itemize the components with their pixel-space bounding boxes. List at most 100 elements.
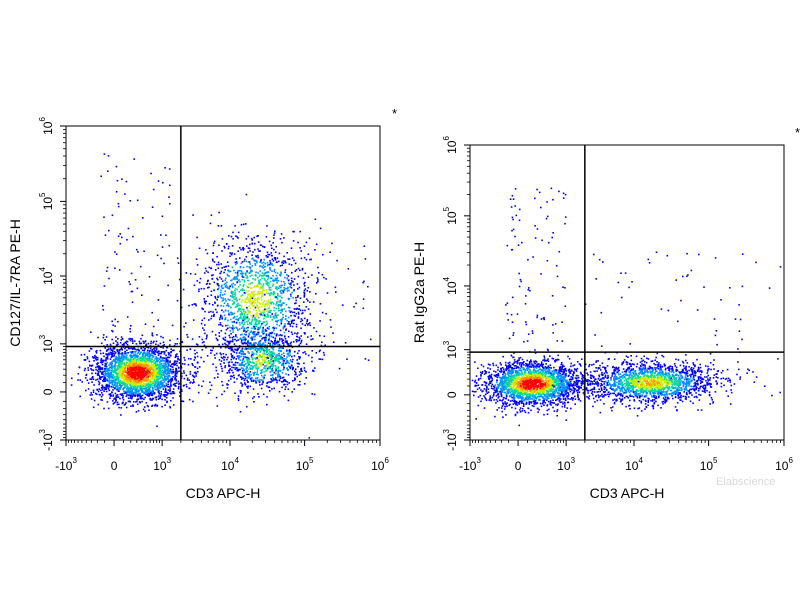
event-dot — [118, 390, 120, 392]
event-dot — [139, 356, 142, 359]
event-dot — [257, 248, 259, 250]
event-dot — [140, 374, 143, 376]
event-dot — [124, 347, 126, 350]
event-dot — [92, 378, 95, 381]
event-dot — [244, 339, 246, 342]
event-dot — [245, 333, 247, 336]
event-dot — [129, 384, 131, 386]
event-dot — [296, 359, 298, 361]
event-dot — [289, 350, 291, 352]
event-dot — [262, 302, 264, 304]
event-dot — [133, 360, 136, 362]
event-dot — [117, 367, 119, 369]
event-dot — [239, 284, 241, 286]
event-dot — [217, 373, 219, 375]
event-dot — [295, 302, 297, 304]
event-dot — [268, 326, 270, 328]
event-dot — [115, 398, 117, 400]
event-dot — [282, 316, 284, 319]
event-dot — [87, 382, 90, 384]
event-dot — [281, 308, 284, 311]
event-dot — [137, 377, 139, 379]
event-dot — [102, 336, 105, 339]
event-dot — [299, 384, 301, 386]
event-dot — [232, 363, 235, 366]
event-dot — [149, 389, 151, 391]
event-dot — [119, 393, 122, 395]
event-dot — [169, 390, 171, 392]
event-dot — [124, 379, 126, 381]
event-dot — [108, 229, 110, 232]
event-dot — [239, 392, 242, 394]
event-dot — [240, 364, 242, 367]
event-dot — [235, 322, 238, 324]
event-dot — [216, 405, 219, 407]
event-dot — [294, 371, 297, 374]
event-dot — [283, 383, 285, 386]
event-dot — [194, 273, 197, 275]
event-dot — [97, 336, 99, 339]
event-dot — [285, 328, 287, 330]
event-dot — [116, 369, 119, 371]
event-dot — [210, 349, 212, 352]
event-dot — [314, 249, 316, 251]
event-dot — [247, 342, 249, 345]
event-dot — [162, 382, 164, 384]
event-dot — [135, 363, 138, 365]
event-dot — [270, 368, 272, 370]
event-dot — [286, 356, 288, 358]
event-dot — [115, 358, 118, 361]
event-dot — [294, 332, 296, 334]
event-dot — [92, 389, 95, 392]
event-dot — [238, 269, 241, 272]
event-dot — [143, 369, 145, 371]
event-dot — [242, 249, 245, 251]
event-dot — [289, 366, 292, 368]
event-dot — [148, 384, 151, 387]
event-dot — [146, 351, 149, 353]
event-dot — [151, 397, 154, 400]
event-dot — [262, 293, 264, 295]
event-dot — [259, 320, 261, 323]
event-dot — [149, 374, 152, 376]
event-dot — [159, 369, 162, 371]
event-dot — [159, 370, 162, 373]
event-dot — [310, 258, 312, 261]
event-dot — [254, 274, 257, 277]
event-dot — [257, 344, 260, 346]
event-dot — [167, 360, 169, 362]
event-dot — [237, 269, 240, 272]
event-dot — [286, 290, 289, 292]
event-dot — [165, 357, 167, 359]
event-dot — [106, 383, 108, 386]
event-dot — [127, 378, 129, 381]
event-dot — [157, 372, 160, 374]
event-dot — [289, 323, 292, 325]
event-dot — [260, 372, 262, 374]
event-dot — [261, 322, 263, 325]
event-dot — [108, 393, 110, 396]
event-dot — [153, 349, 156, 352]
event-dot — [165, 396, 168, 399]
event-dot — [236, 288, 238, 291]
event-dot — [108, 367, 111, 369]
event-dot — [319, 303, 322, 305]
event-dot — [144, 352, 146, 354]
event-dot — [139, 380, 141, 383]
event-dot — [254, 371, 256, 374]
event-dot — [160, 381, 163, 384]
event-dot — [266, 346, 268, 349]
event-dot — [127, 372, 129, 374]
event-dot — [228, 235, 230, 237]
event-dot — [259, 283, 261, 285]
event-dot — [262, 310, 264, 312]
event-dot — [154, 403, 157, 406]
event-dot — [313, 367, 316, 369]
event-dot — [309, 291, 311, 293]
event-dot — [83, 353, 86, 356]
event-dot — [232, 338, 234, 341]
event-dot — [267, 357, 270, 359]
event-dot — [121, 397, 124, 399]
event-dot — [269, 365, 272, 368]
event-dot — [268, 263, 271, 266]
